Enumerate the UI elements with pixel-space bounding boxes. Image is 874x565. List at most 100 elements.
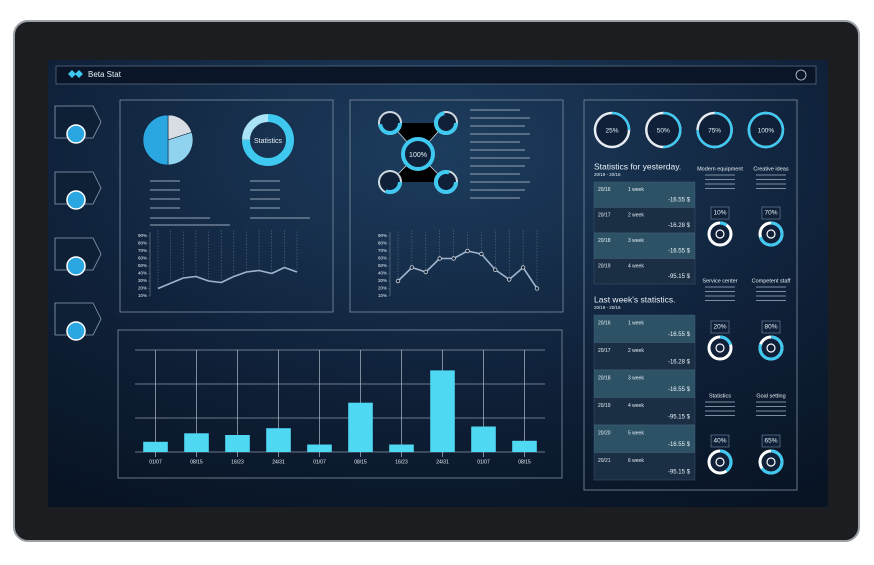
- table-row: [593, 258, 696, 285]
- nav-icon: [66, 321, 86, 341]
- section-range: 20/19 - 20/16: [594, 172, 621, 177]
- y-tick-label: 80%: [138, 241, 147, 246]
- bar: [184, 433, 209, 452]
- cell-amount: -16.28 $: [668, 359, 691, 365]
- bar: [389, 444, 414, 452]
- card-title: Service center: [702, 278, 737, 284]
- cell-date: 20/16: [598, 321, 611, 327]
- card-icon: [715, 229, 725, 239]
- bar: [143, 441, 168, 452]
- y-tick-label: 50%: [138, 263, 147, 268]
- section-title: Statistics for yesterday.: [594, 161, 681, 171]
- cell-amount: -16.55 $: [668, 332, 691, 338]
- table-row: [593, 207, 696, 234]
- x-tick-label: 08/15: [190, 459, 203, 465]
- pie-slice: [142, 114, 169, 166]
- hub-nodes: [378, 111, 458, 194]
- line-point: [507, 277, 512, 282]
- y-tick-label: 70%: [378, 248, 387, 253]
- cell-week: 2 week: [628, 212, 644, 218]
- card-icon: [715, 343, 725, 353]
- y-tick-label: 20%: [378, 286, 387, 291]
- card-icon: [766, 229, 776, 239]
- cell-date: 20/18: [598, 238, 611, 244]
- x-tick-label: 16/23: [231, 459, 244, 465]
- line-point: [395, 278, 401, 284]
- card-label-box: [761, 320, 781, 334]
- y-tick-label: 70%: [138, 248, 147, 253]
- card-icon: [766, 343, 776, 353]
- nav-icon: [66, 190, 86, 210]
- cell-week: 4 week: [628, 403, 644, 409]
- ring-arc: [747, 111, 785, 149]
- panel: [117, 329, 563, 479]
- y-tick-label: 60%: [378, 256, 387, 261]
- cell-date: 20/17: [598, 212, 611, 218]
- y-tick-label: 50%: [378, 263, 387, 268]
- bar: [266, 428, 291, 452]
- nav-icon: [66, 124, 86, 144]
- card-title: Modern equipment: [697, 166, 743, 172]
- table-row: [593, 342, 696, 371]
- line-point: [479, 251, 484, 257]
- y-tick-label: 20%: [138, 286, 147, 291]
- x-tick-label: 24/31: [436, 459, 449, 465]
- cell-amount: -16.55 $: [668, 248, 691, 254]
- cell-week: 3 week: [628, 376, 644, 382]
- x-tick-label: 08/15: [354, 459, 367, 465]
- cell-amount: -95.15 $: [668, 469, 691, 475]
- y-tick-label: 30%: [138, 278, 147, 283]
- cell-amount: -95.15 $: [668, 414, 691, 420]
- x-tick-label: 01/07: [313, 459, 326, 465]
- cell-date: 20/16: [598, 187, 611, 193]
- ring-label: 50%: [657, 128, 670, 135]
- nav-icon: [66, 256, 86, 276]
- line-point: [534, 286, 540, 291]
- card-label: 65%: [764, 438, 777, 445]
- x-tick-label: 16/23: [395, 459, 408, 465]
- cell-week: 1 week: [628, 187, 644, 193]
- card-label-box: [710, 320, 730, 334]
- table-row: [593, 369, 696, 398]
- line-point: [409, 265, 415, 270]
- table-row: [593, 232, 696, 259]
- logo: [68, 70, 83, 78]
- panel: [349, 99, 564, 313]
- side-nav: [54, 105, 102, 341]
- cell-amount: -16.28 $: [668, 223, 691, 229]
- y-tick-label: 90%: [138, 233, 147, 238]
- section-range: 20/19 - 20/16: [594, 305, 621, 310]
- bar: [430, 370, 455, 452]
- panel: [119, 99, 334, 313]
- cell-week: 1 week: [628, 321, 644, 327]
- x-tick-label: 24/31: [272, 459, 285, 465]
- x-tick-label: 01/07: [149, 459, 162, 465]
- settings-button[interactable]: [795, 69, 807, 81]
- y-tick-label: 80%: [378, 241, 387, 246]
- line-point: [423, 269, 428, 275]
- cell-week: 3 week: [628, 238, 644, 244]
- card-label: 80%: [764, 324, 777, 331]
- nav-item[interactable]: [54, 302, 102, 336]
- nav-item[interactable]: [54, 171, 102, 205]
- cell-date: 20/19: [598, 263, 611, 269]
- cell-week: 6 week: [628, 458, 644, 464]
- panel: [583, 99, 798, 491]
- cell-amount: -16.55 $: [668, 442, 691, 448]
- cell-amount: -16.55 $: [668, 197, 691, 203]
- ring-arc: [758, 335, 784, 361]
- ring-arc: [696, 111, 733, 149]
- cell-date: 20/19: [598, 403, 611, 409]
- cell-date: 20/20: [598, 431, 611, 437]
- nav-item[interactable]: [54, 237, 102, 271]
- card-icon: [715, 457, 725, 467]
- card-title: Statistics: [709, 393, 731, 399]
- donut-segment: [242, 114, 294, 166]
- card-title: Goal setting: [756, 393, 785, 399]
- y-tick-label: 10%: [138, 293, 147, 298]
- line-point: [520, 265, 526, 270]
- nav-item[interactable]: [54, 105, 102, 139]
- cell-date: 20/21: [598, 458, 611, 464]
